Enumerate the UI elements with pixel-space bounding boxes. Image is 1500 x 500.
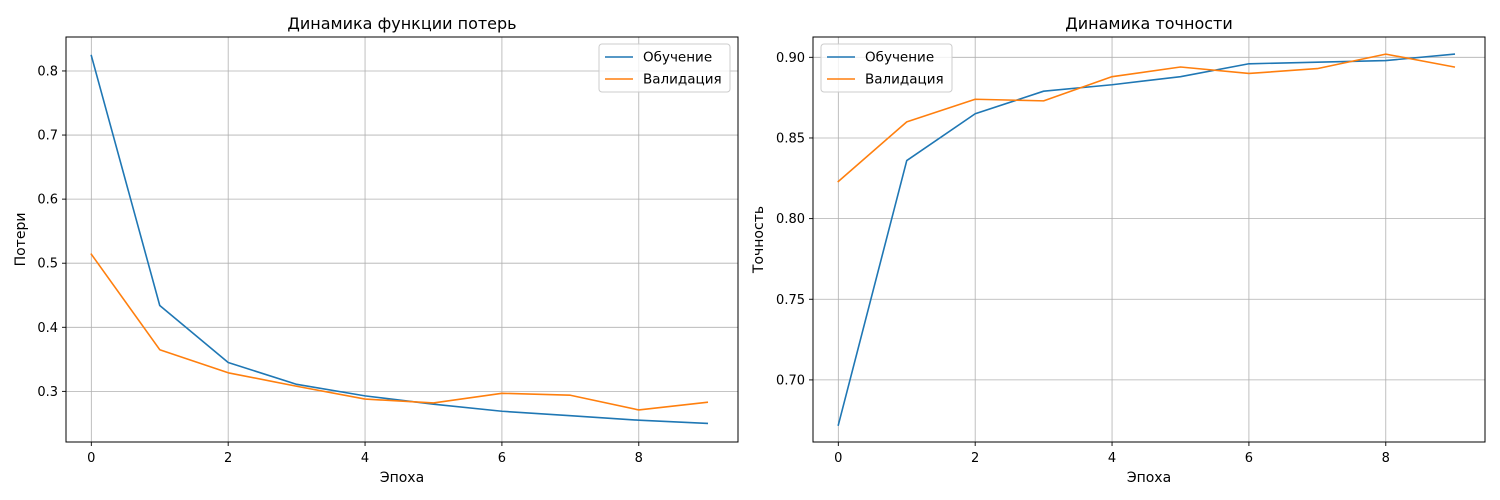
axes-frame (812, 36, 1486, 443)
chart-panel-2: 0 2 4 6 8 0.70 0.75 0.80 0.85 0.90 Динамика точнос… (751, 14, 1486, 486)
y-tick-label: 0.5 (37, 257, 58, 272)
x-tick-label: 2 (224, 451, 232, 466)
x-tick-label: 6 (498, 451, 506, 466)
series-line-train (837, 53, 1456, 427)
y-tick-label: 0.7 (37, 129, 58, 144)
chart-title: Динамика функции потерь (287, 14, 516, 33)
legend: Обучение Валидация (598, 43, 731, 93)
series-line-validation (837, 53, 1456, 183)
legend-label: Валидация (643, 72, 722, 88)
axes-frame (65, 36, 739, 443)
x-tick-label: 0 (834, 451, 842, 466)
x-tick-label: 8 (1382, 451, 1390, 466)
series-line-validation (90, 253, 709, 411)
chart-title: Динамика точности (1065, 14, 1233, 33)
x-tick-label: 4 (1108, 451, 1116, 466)
legend-label: Валидация (865, 72, 944, 88)
y-tick-label: 0.6 (37, 193, 58, 208)
x-tick-label: 2 (971, 451, 979, 466)
y-tick-label: 0.3 (37, 385, 58, 400)
legend-box (598, 43, 731, 93)
legend-box (820, 43, 953, 93)
x-tick-label: 4 (361, 451, 369, 466)
y-tick-label: 0.75 (776, 293, 805, 308)
x-tick-label: 0 (87, 451, 95, 466)
y-tick-label: 0.80 (776, 212, 805, 227)
x-axis-label: Эпоха (1127, 470, 1171, 486)
legend-label: Обучение (865, 50, 934, 66)
legend: Обучение Валидация (820, 43, 953, 93)
x-tick-label: 8 (635, 451, 643, 466)
y-tick-label: 0.90 (776, 51, 805, 66)
series-line-train (90, 54, 709, 425)
y-tick-label: 0.85 (776, 131, 805, 146)
x-tick-label: 6 (1245, 451, 1253, 466)
y-tick-label: 0.4 (37, 321, 58, 336)
y-tick-label: 0.8 (37, 64, 58, 79)
legend-label: Обучение (643, 50, 712, 66)
chart-panel-1: 0 2 4 6 8 0.3 0.4 0.5 0.6 0.7 0.8 Динамика функции … (13, 14, 739, 486)
y-axis-label: Точность (751, 206, 767, 274)
y-tick-label: 0.70 (776, 373, 805, 388)
x-axis-label: Эпоха (380, 470, 424, 486)
y-axis-label: Потери (13, 213, 29, 267)
